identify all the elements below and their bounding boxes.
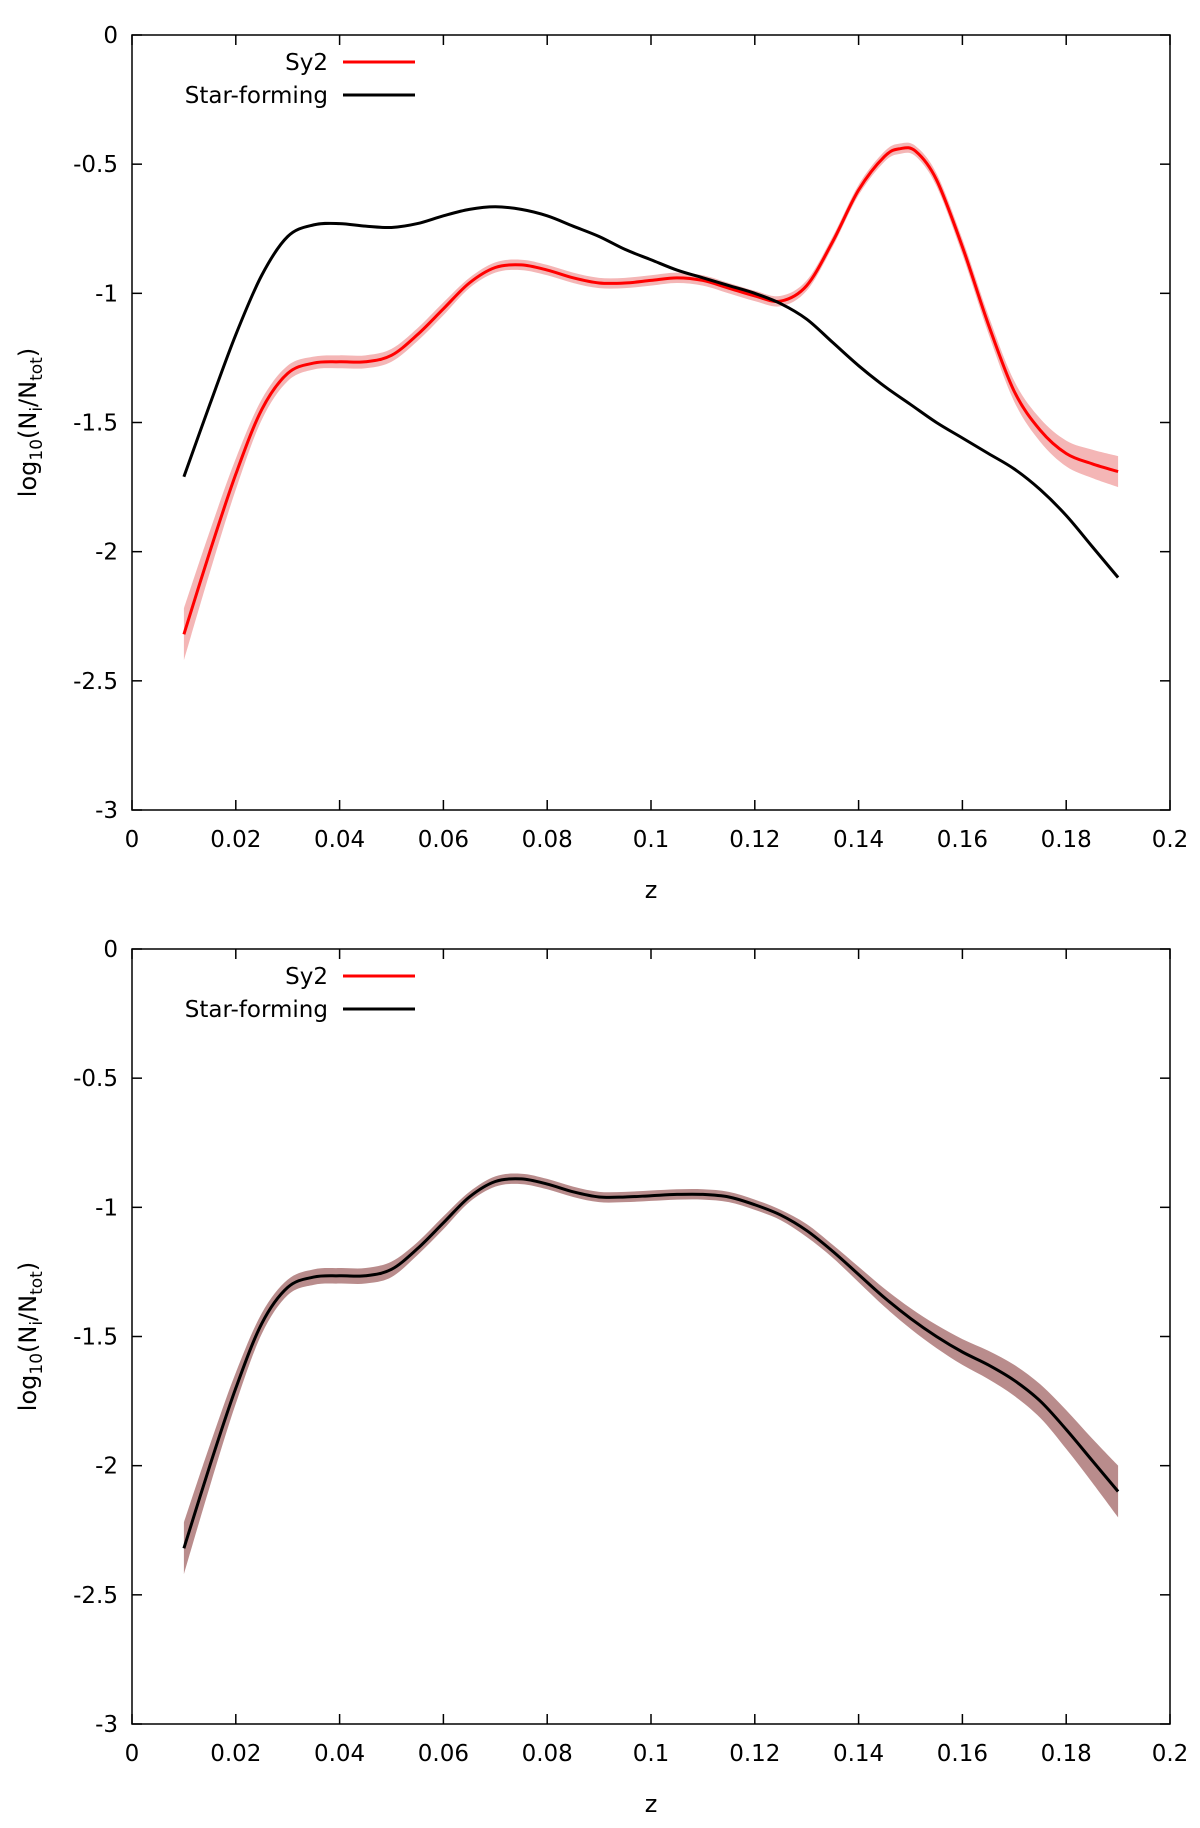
legend-label-sy2: Sy2 [285,50,328,76]
x-tick-label: 0.06 [418,1741,469,1767]
x-tick-label: 0.02 [210,827,261,853]
x-tick-label: 0.14 [833,827,884,853]
chart-bottom: 0 0.02 0.04 0.06 0.08 0.1 0.12 0.14 0.16 0.18 0.2 0… [14,937,1189,1818]
y-axis-label-subscript: i [27,1321,47,1326]
x-tick-label: 0 [125,1741,140,1767]
x-tick-label: 0.04 [314,1741,365,1767]
chart-panel-top: 0 0.02 0.04 0.06 0.08 0.1 0.12 0.14 0.16 0.18 0.2 0… [14,23,1189,904]
chart-top: 0 0.02 0.04 0.06 0.08 0.1 0.12 0.14 0.16 0.18 0.2 0… [14,23,1189,904]
x-tick-label: 0.12 [729,827,780,853]
x-tick-label: 0.18 [1041,1741,1092,1767]
x-axis-label: z [645,876,658,904]
y-tick-label: -0.5 [73,152,118,178]
x-tick-label: 0.16 [937,827,988,853]
x-tick-label: 0.08 [522,1741,573,1767]
y-axis-label-part: log [14,1375,42,1412]
series-line-sy2 [182,146,1119,635]
y-axis-label-text: log10(Ni/Ntot) [14,1262,47,1411]
x-axis-label: z [645,1790,658,1818]
y-tick-label: -1 [95,1195,118,1221]
plot-frame [131,948,1171,1725]
y-tick-label: -2 [95,1454,118,1480]
x-tick-label: 0.1 [633,827,670,853]
y-axis-label-subscript: tot [27,357,47,381]
series-line-combined [182,1177,1120,1549]
legend-label-star-forming: Star-forming [185,83,328,109]
x-tick-label: 0.16 [937,1741,988,1767]
series-line-star-forming [182,205,1120,579]
y-tick-label: -1 [95,281,118,307]
x-tick-label: 0.2 [1152,1741,1189,1767]
y-tick-label: -1.5 [73,1325,118,1351]
x-tick-label: 0.04 [314,827,365,853]
x-tick-label: 0.18 [1041,827,1092,853]
chart-panel-bottom: 0 0.02 0.04 0.06 0.08 0.1 0.12 0.14 0.16 0.18 0.2 0… [0,914,1200,1828]
legend-label-star-forming: Star-forming [185,997,328,1023]
series-band-0 [183,1173,1119,1575]
y-axis-label-part: log [14,461,42,498]
y-tick-label: -0.5 [73,1066,118,1092]
x-tick-label: 0.02 [210,1741,261,1767]
y-tick-label: -3 [95,1712,118,1738]
y-axis-label-part: (N [14,1326,42,1353]
x-tick-label: 0.08 [522,827,573,853]
x-tick-label: 0.14 [833,1741,884,1767]
series-band-0 [183,142,1119,661]
y-tick-label: -2.5 [73,669,118,695]
y-axis-label-part: ) [14,348,42,357]
x-tick-label: 0.2 [1152,827,1189,853]
y-axis-label-subscript: tot [27,1271,47,1295]
y-axis-label-subscript: i [27,407,47,412]
y-axis-label-part: /N [14,381,42,407]
y-tick-label: -2.5 [73,1583,118,1609]
y-axis-label-part: /N [14,1295,42,1321]
y-axis-label-part: ) [14,1262,42,1271]
legend-label-sy2: Sy2 [285,964,328,990]
y-axis-label: log10(Ni/Ntot) [14,1262,47,1411]
y-tick-label: -1.5 [73,411,118,437]
y-tick-label: 0 [103,937,118,963]
y-tick-label: -3 [95,798,118,824]
y-axis-label: log10(Ni/Ntot) [14,348,47,497]
x-tick-label: 0 [125,827,140,853]
y-tick-label: -2 [95,540,118,566]
y-axis-label-text: log10(Ni/Ntot) [14,348,47,497]
y-axis-label-part: (N [14,412,42,439]
y-tick-label: 0 [103,23,118,49]
x-tick-label: 0.1 [633,1741,670,1767]
x-tick-label: 0.06 [418,827,469,853]
y-axis-label-subscript: 10 [27,439,47,461]
x-tick-label: 0.12 [729,1741,780,1767]
plot-frame [131,34,1171,811]
y-axis-label-subscript: 10 [27,1353,47,1375]
